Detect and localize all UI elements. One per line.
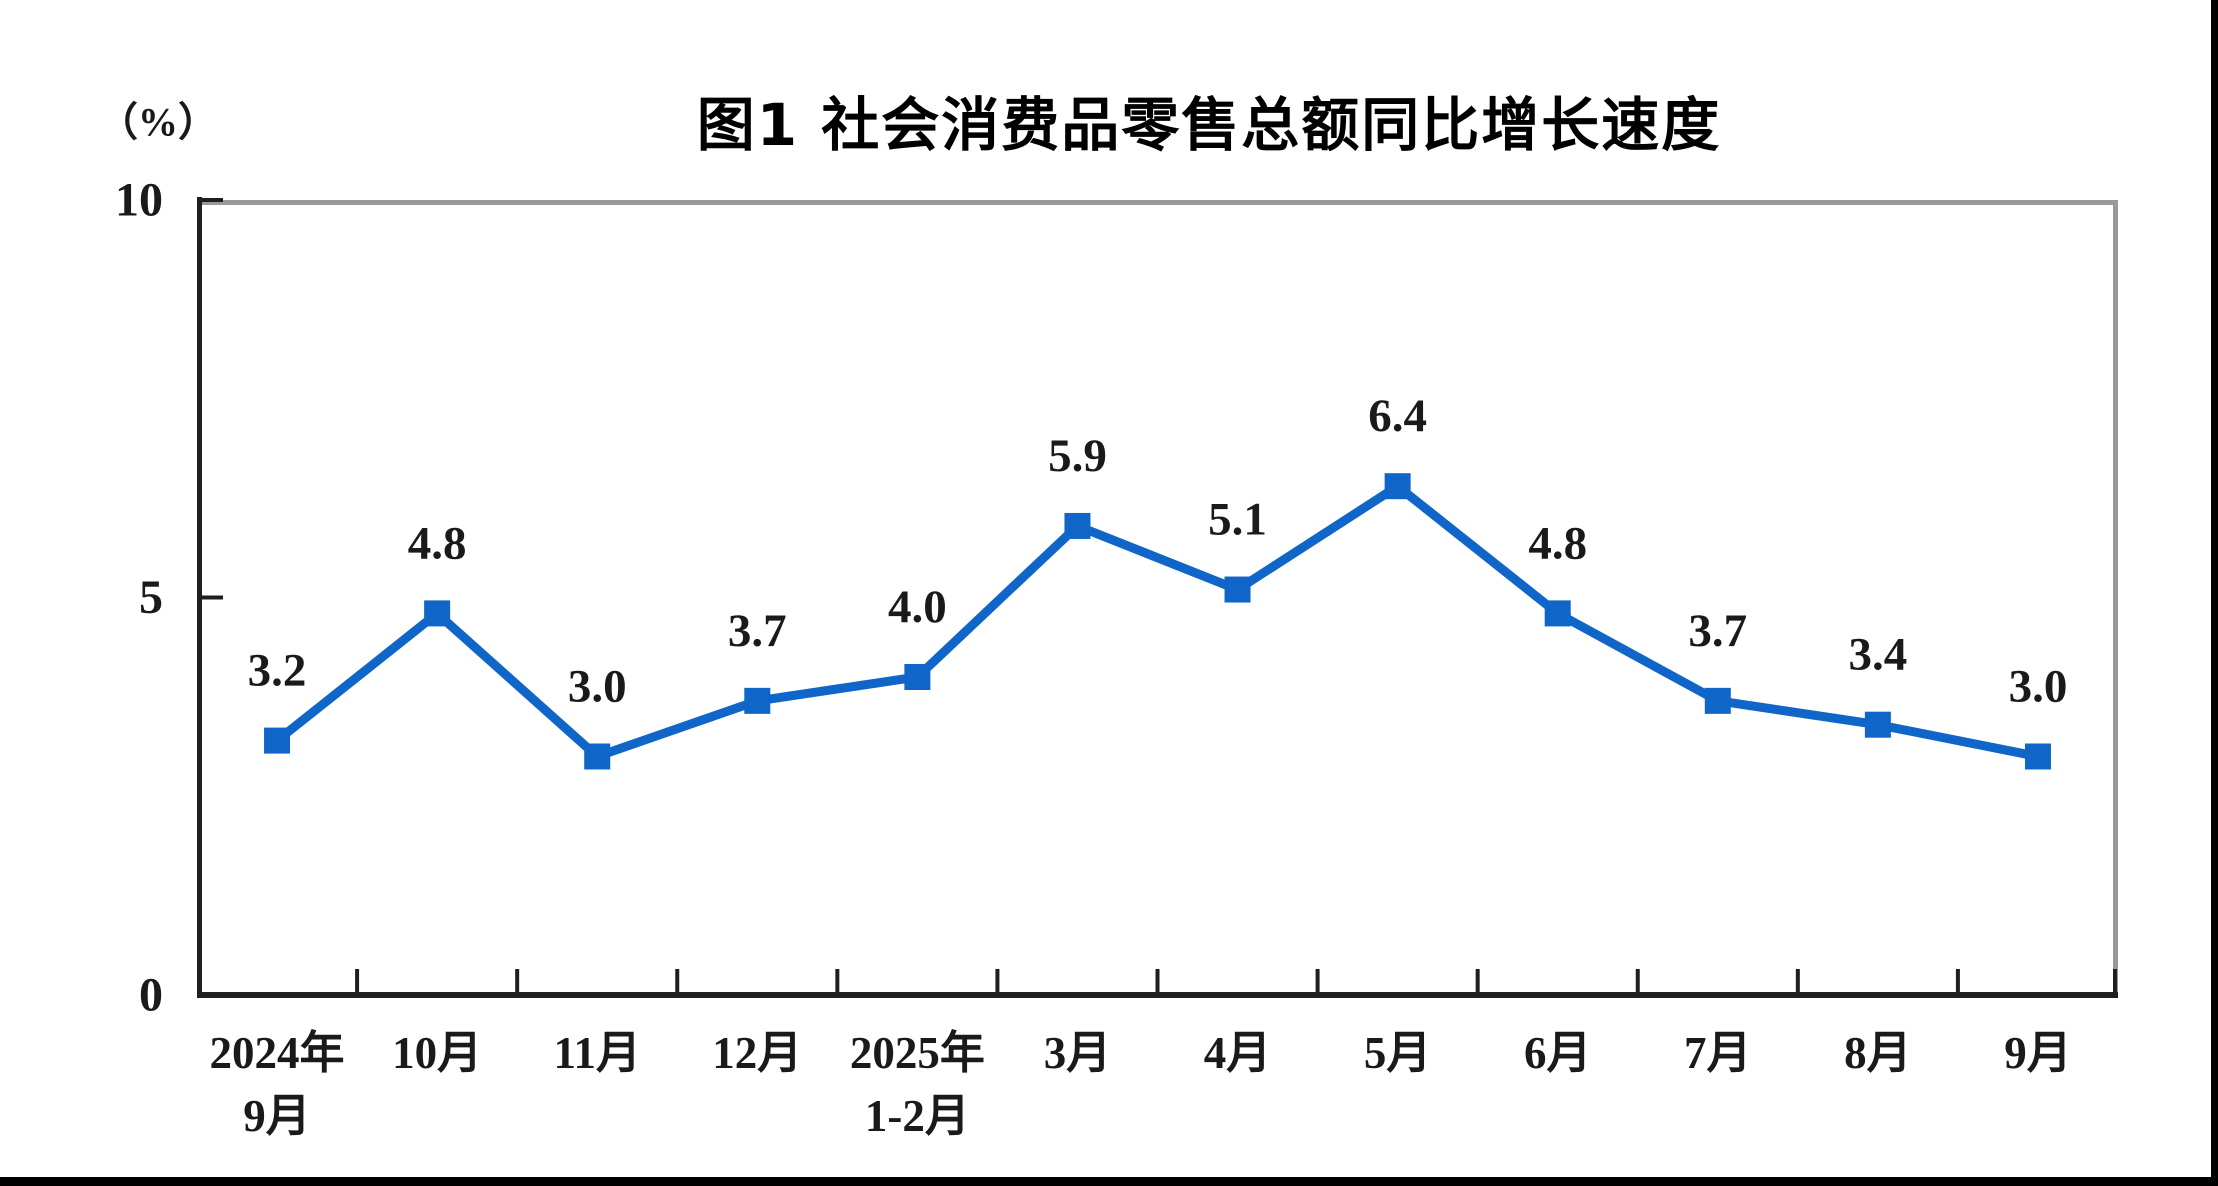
data-point-label: 3.4 [1849,629,1908,681]
chart-title: 图1 社会消费品零售总额同比增长速度 [696,91,1722,159]
x-axis-category-label: 4月 [1204,1028,1272,1078]
data-point-label: 3.2 [248,645,307,697]
data-series-line [274,480,2039,762]
data-point-label: 3.0 [2009,661,2068,713]
data-point-marker [904,664,931,690]
data-point-label: 6.4 [1368,390,1427,442]
plot-area-border [201,200,2118,992]
data-point-label: 3.0 [568,661,627,713]
y-axis-tick-label: 5 [139,571,163,624]
data-point-marker [1384,473,1411,500]
image-border-bottom [0,1177,2218,1186]
x-axis-category-label: 7月 [1684,1028,1752,1078]
x-axis-category-label: 11月 [553,1028,641,1078]
data-point-marker [424,600,451,627]
data-point-label: 5.9 [1048,430,1107,482]
x-axis-category-label: 8月 [1844,1028,1912,1078]
data-point-marker [1544,600,1571,627]
data-point-marker [1864,711,1891,738]
data-point-label: 3.7 [728,605,787,657]
data-point-label: 5.1 [1208,494,1267,546]
x-axis-category-label: 10月 [392,1028,482,1078]
x-axis-category-label: 2025年 [850,1028,985,1078]
x-axis-category-label: 3月 [1044,1028,1112,1078]
data-point-marker [2024,743,2051,770]
data-point-label: 3.7 [1688,605,1747,657]
x-axis-category-label: 9月 [2004,1028,2072,1078]
x-axis-category-label: 5月 [1364,1028,1432,1078]
data-point-marker [744,687,771,714]
data-point-label: 4.8 [1528,517,1587,569]
image-border-right [2211,0,2218,1186]
data-point-marker [1064,512,1091,539]
data-point-label: 4.0 [888,581,947,633]
y-axis-tick-label: 0 [139,969,163,1022]
x-axis-category-label: 9月 [243,1091,311,1141]
data-point-label: 4.8 [408,517,467,569]
data-point-marker [1224,576,1251,603]
y-axis-tick-label: 10 [115,174,163,227]
x-axis-category-label: 12月 [712,1028,802,1078]
data-point-marker [584,743,611,770]
data-point-marker [1704,687,1731,714]
x-axis-category-label: 6月 [1524,1028,1592,1078]
y-axis-unit-label: （%） [98,100,218,145]
data-point-marker [264,727,291,754]
x-axis-category-label: 1-2月 [865,1091,970,1141]
x-axis-category-label: 2024年 [210,1028,345,1078]
